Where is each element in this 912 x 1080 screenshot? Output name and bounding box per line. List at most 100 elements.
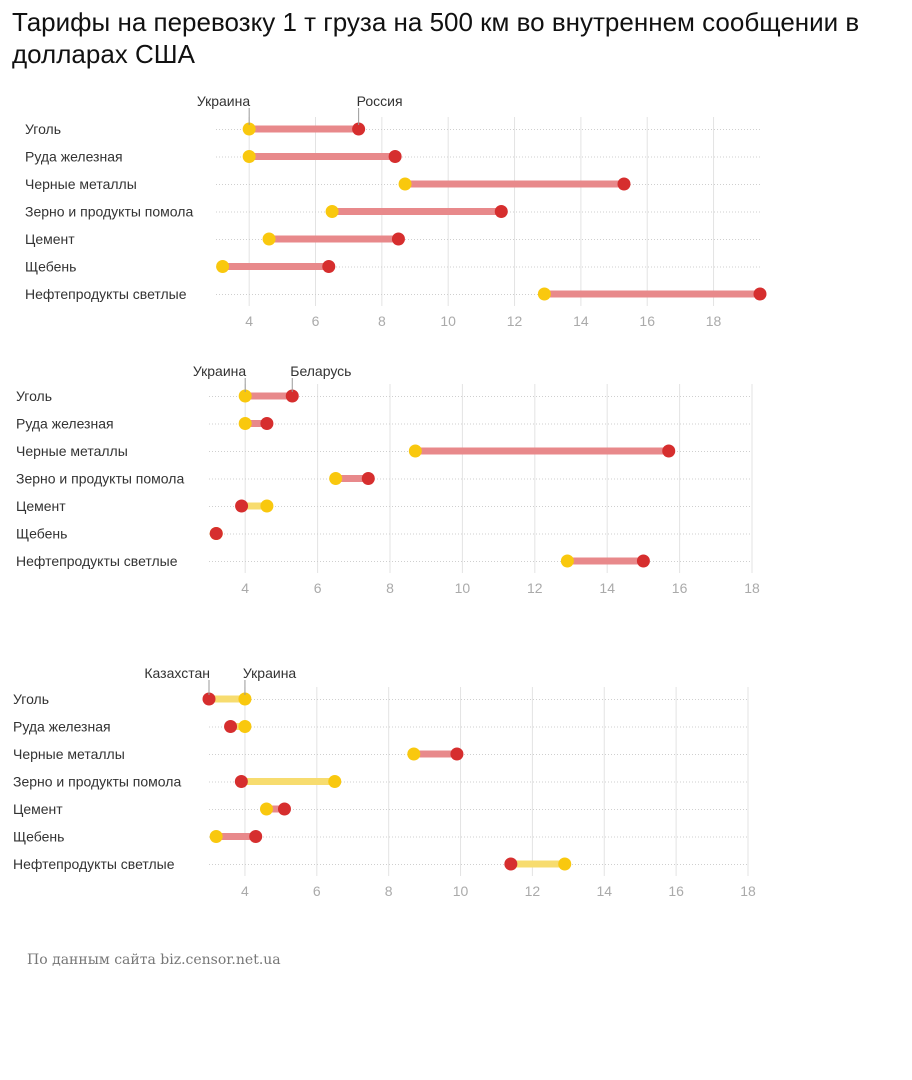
x-tick-label: 6: [313, 883, 321, 899]
series-label: Казахстан: [144, 665, 210, 681]
x-tick-label: 4: [241, 883, 249, 899]
point-other: [277, 802, 291, 816]
x-tick-labels: 4 6 8 10 12 14 16 18: [245, 313, 721, 329]
point-other: [391, 232, 405, 246]
category-label: Нефтепродукты светлые: [13, 856, 175, 872]
gridlines: [244, 384, 753, 573]
category-label: Щебень: [16, 526, 67, 542]
x-tick-label: 12: [527, 580, 543, 596]
x-tick-label: 10: [453, 883, 469, 899]
x-tick-label: 6: [314, 580, 322, 596]
x-tick-labels: 4 6 8 10 12 14 16 18: [241, 580, 760, 596]
point-other: [209, 527, 223, 540]
x-tick-label: 12: [507, 313, 523, 329]
x-tick-label: 18: [740, 883, 756, 899]
category-label: Руда железная: [25, 149, 123, 165]
category-label: Уголь: [25, 121, 61, 137]
point-ukraine: [260, 499, 274, 513]
x-tick-label: 8: [386, 580, 394, 596]
point-ukraine: [242, 150, 256, 163]
x-tick-labels: 4 6 8 10 12 14 16 18: [241, 883, 756, 899]
point-ukraine: [329, 472, 343, 485]
point-ukraine: [262, 232, 276, 246]
point-ukraine: [238, 417, 252, 430]
category-label: Цемент: [16, 498, 66, 514]
x-tick-label: 8: [385, 883, 393, 899]
point-ukraine: [325, 205, 339, 218]
point-ukraine: [328, 775, 342, 788]
x-tick-label: 4: [241, 580, 249, 596]
point-other: [753, 287, 767, 301]
x-tick-label: 14: [596, 883, 612, 899]
category-label: Цемент: [13, 801, 63, 817]
category-label: Уголь: [16, 388, 52, 404]
x-tick-label: 14: [573, 313, 589, 329]
source-note: По данным сайта biz.censor.net.ua: [27, 952, 281, 968]
series-label: Беларусь: [290, 363, 351, 379]
point-other: [285, 389, 299, 403]
point-ukraine: [216, 260, 230, 273]
x-tick-label: 16: [639, 313, 655, 329]
point-other: [388, 150, 402, 163]
point-ukraine: [209, 830, 223, 843]
category-labels: Уголь Руда железная Черные металлы Зерно и …: [16, 388, 184, 569]
point-ukraine: [558, 857, 572, 871]
x-tick-label: 6: [312, 313, 320, 329]
point-ukraine: [238, 720, 252, 733]
x-tick-label: 18: [744, 580, 760, 596]
data-points: [209, 389, 676, 568]
point-ukraine: [259, 802, 273, 816]
data-points: [202, 692, 572, 871]
category-label: Щебень: [13, 829, 64, 845]
data-points: [216, 122, 767, 301]
point-other: [234, 775, 248, 788]
point-other: [249, 830, 263, 843]
point-other: [224, 720, 238, 733]
category-label: Зерно и продукты помола: [13, 774, 181, 790]
category-label: Черные металлы: [13, 746, 125, 762]
category-label: Нефтепродукты светлые: [16, 553, 178, 569]
point-other: [617, 177, 631, 191]
category-labels: Уголь Руда железная Черные металлы Зерно и …: [25, 121, 193, 302]
point-other: [636, 554, 650, 568]
point-ukraine: [238, 692, 252, 706]
point-other: [450, 747, 464, 761]
series-labels: Украина Россия: [197, 93, 403, 125]
point-ukraine: [537, 287, 551, 301]
point-other: [352, 122, 366, 136]
connector-bars: [222, 125, 760, 298]
x-tick-label: 10: [455, 580, 471, 596]
chart-ukraine-russia: Уголь Руда железная Черные металлы Зерно и …: [25, 93, 767, 329]
category-label: Черные металлы: [16, 443, 128, 459]
row-lines: [209, 396, 752, 562]
series-label: Украина: [193, 363, 247, 379]
category-label: Щебень: [25, 259, 76, 275]
category-label: Цемент: [25, 231, 75, 247]
point-other: [235, 499, 249, 513]
category-label: Руда железная: [16, 416, 114, 432]
series-labels: Казахстан Украина: [144, 665, 296, 695]
x-tick-label: 4: [245, 313, 253, 329]
point-ukraine: [238, 389, 252, 403]
category-label: Зерно и продукты помола: [16, 471, 184, 487]
point-other: [504, 857, 518, 871]
point-ukraine: [560, 554, 574, 568]
point-other: [322, 260, 336, 273]
point-ukraine: [242, 122, 256, 136]
x-tick-label: 12: [525, 883, 541, 899]
category-label: Руда железная: [13, 719, 111, 735]
category-label: Уголь: [13, 691, 49, 707]
category-label: Черные металлы: [25, 176, 137, 192]
point-ukraine: [407, 747, 421, 761]
series-labels: Украина Беларусь: [193, 363, 351, 392]
x-tick-label: 14: [599, 580, 615, 596]
chart-title: Тарифы на перевозку 1 т груза на 500 км …: [12, 7, 860, 69]
point-ukraine: [398, 177, 412, 191]
x-tick-label: 16: [672, 580, 688, 596]
category-labels: Уголь Руда железная Черные металлы Зерно и …: [13, 691, 181, 872]
series-label: Украина: [197, 93, 251, 109]
x-tick-label: 16: [668, 883, 684, 899]
series-label: Россия: [357, 93, 403, 109]
point-other: [494, 205, 508, 218]
category-label: Нефтепродукты светлые: [25, 286, 187, 302]
